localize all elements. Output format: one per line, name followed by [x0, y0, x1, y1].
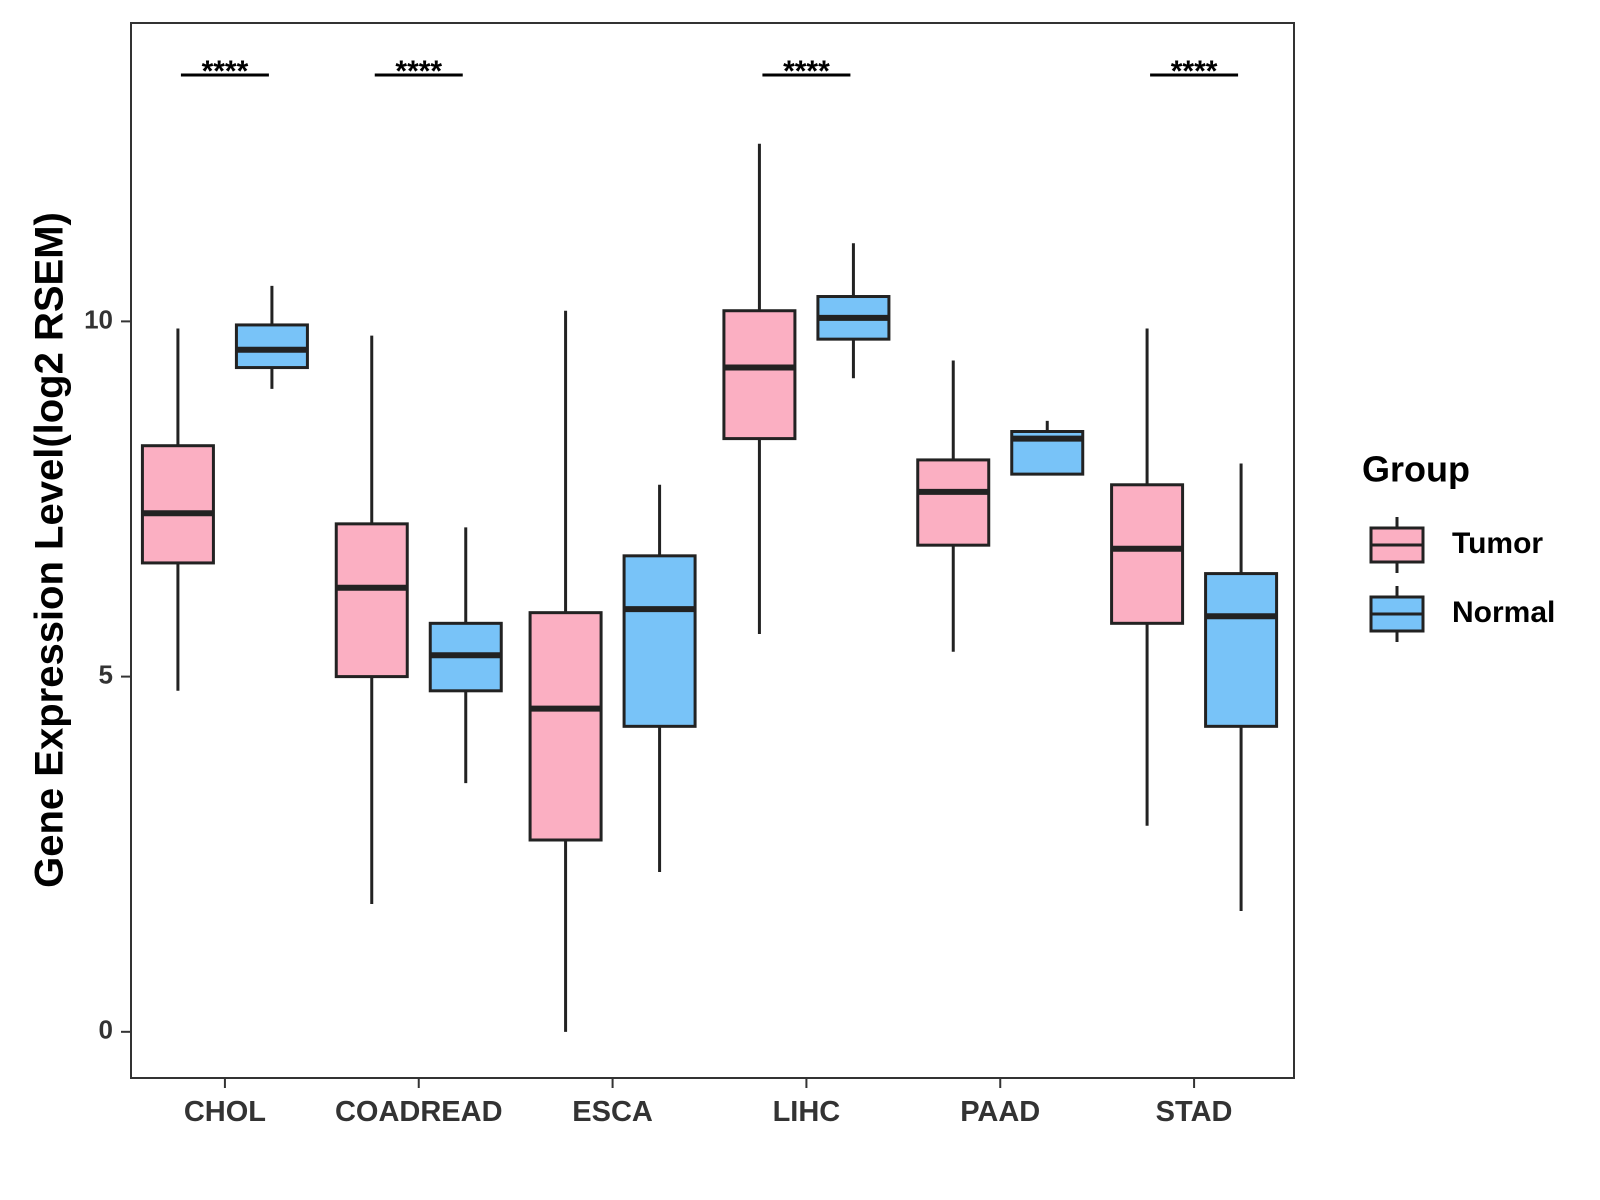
box-normal-esca: [622, 484, 697, 872]
x-tick-label-coadread: COADREAD: [335, 1096, 503, 1128]
x-tick-label-lihc: LIHC: [773, 1096, 841, 1128]
significance-annotations: **** **** **** ****: [180, 55, 1239, 88]
box-tumor-lihc: [722, 143, 797, 634]
plot-panel-border: [130, 22, 1295, 1079]
box-normal-lihc: [816, 243, 891, 379]
y-axis: 0 5 10: [84, 304, 131, 1045]
legend: Group Tumor Normal: [1362, 449, 1555, 642]
box-tumor-coadread: [334, 335, 409, 904]
box-body-tumor-chol: [140, 444, 215, 565]
legend-item-normal: Normal: [1369, 586, 1555, 642]
box-normal-coadread: [428, 527, 503, 784]
x-axis: CHOL COADREAD ESCA LIHC PAAD STAD: [184, 1078, 1233, 1128]
y-axis-title: Gene Expression Level(log2 RSEM): [28, 212, 72, 888]
box-body-normal-stad: [1204, 572, 1279, 728]
legend-label-normal: Normal: [1452, 596, 1555, 629]
y-tick-label-5: 5: [99, 659, 113, 689]
x-tick-label-esca: ESCA: [572, 1096, 653, 1128]
box-tumor-paad: [916, 360, 991, 652]
box-body-tumor-stad: [1110, 483, 1185, 625]
box-normal-stad: [1204, 463, 1279, 912]
x-tick-label-stad: STAD: [1156, 1096, 1233, 1128]
y-tick-label-10: 10: [84, 304, 113, 334]
significance-label-stad: ****: [1171, 55, 1218, 88]
box-normal-paad: [1010, 420, 1085, 476]
significance-label-coadread: ****: [395, 55, 442, 88]
box-tumor-chol: [140, 328, 215, 691]
box-tumor-stad: [1110, 328, 1185, 826]
box-body-tumor-coadread: [334, 522, 409, 679]
box-body-tumor-paad: [916, 458, 991, 547]
box-body-normal-chol: [234, 323, 309, 370]
box-body-normal-esca: [622, 554, 697, 728]
box-body-tumor-lihc: [722, 309, 797, 441]
x-tick-label-paad: PAAD: [960, 1096, 1040, 1128]
significance-label-lihc: ****: [783, 55, 830, 88]
significance-label-chol: ****: [202, 55, 249, 88]
x-tick-label-chol: CHOL: [184, 1096, 266, 1128]
legend-item-tumor: Tumor: [1369, 517, 1543, 573]
plot-marks: [140, 143, 1279, 1032]
y-tick-label-0: 0: [99, 1015, 113, 1045]
box-tumor-esca: [528, 310, 603, 1032]
legend-label-tumor: Tumor: [1452, 527, 1543, 560]
box-normal-chol: [234, 285, 309, 389]
legend-title: Group: [1362, 449, 1470, 490]
box-body-tumor-esca: [528, 611, 603, 842]
